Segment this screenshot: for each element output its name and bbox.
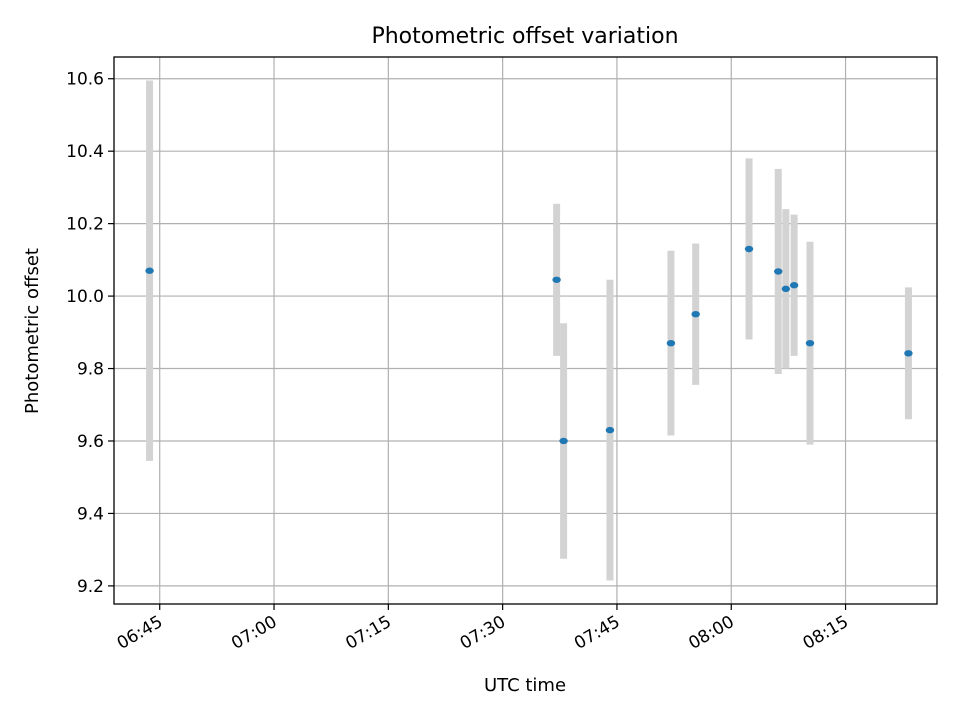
y-tick-label: 10.0 xyxy=(66,287,104,307)
error-bars xyxy=(146,80,912,581)
data-point xyxy=(904,350,913,357)
x-tick-label: 08:00 xyxy=(685,612,737,654)
data-point xyxy=(666,339,676,347)
x-tick-label: 07:45 xyxy=(571,612,623,654)
data-points xyxy=(145,245,913,445)
data-point xyxy=(691,310,700,318)
y-tick-label: 9.6 xyxy=(77,432,104,452)
chart-title: Photometric offset variation xyxy=(371,24,678,49)
plot-area-frame xyxy=(113,56,938,605)
y-tick-label: 10.2 xyxy=(66,215,104,235)
data-point xyxy=(789,282,799,289)
data-point xyxy=(559,437,568,445)
data-point xyxy=(145,267,154,274)
y-tick-label: 9.2 xyxy=(77,577,104,597)
x-axis: 06:45 07:00 07:15 07:30 07:45 08:00 08:15 xyxy=(114,604,852,654)
y-axis: 9.2 9.4 9.6 9.8 10.0 10.2 10.4 10.6 xyxy=(66,70,114,597)
x-axis-label: UTC time xyxy=(484,675,566,696)
data-point xyxy=(774,268,783,275)
y-tick-label: 9.8 xyxy=(77,360,104,380)
data-point xyxy=(605,426,615,434)
y-tick-label: 10.6 xyxy=(66,70,104,90)
data-point xyxy=(805,339,815,347)
x-tick-label: 07:00 xyxy=(228,612,280,654)
y-tick-label: 9.4 xyxy=(77,504,104,524)
data-point xyxy=(781,285,791,293)
grid xyxy=(114,57,937,604)
x-tick-label: 07:30 xyxy=(457,612,509,654)
x-tick-label: 08:15 xyxy=(800,612,852,654)
x-tick-label: 07:15 xyxy=(342,612,394,654)
data-point xyxy=(552,276,561,283)
y-tick-label: 10.4 xyxy=(66,142,104,162)
x-tick-label: 06:45 xyxy=(114,612,166,654)
data-point xyxy=(744,245,754,253)
y-axis-label: Photometric offset xyxy=(22,248,43,414)
